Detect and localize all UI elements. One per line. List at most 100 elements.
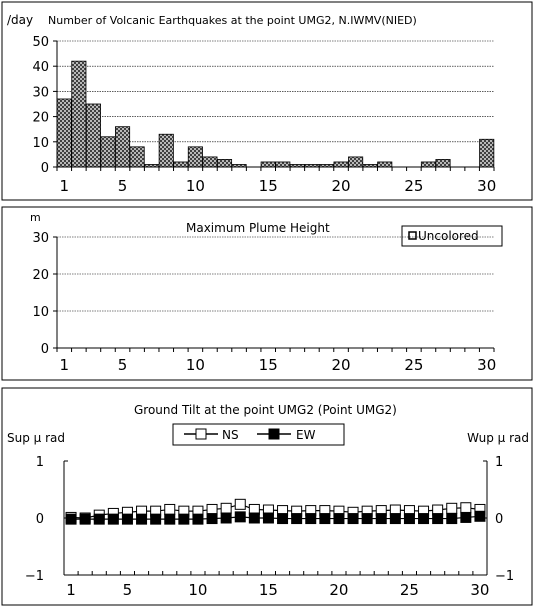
point-ew xyxy=(79,513,91,525)
bar xyxy=(435,159,451,168)
y-tick-label-left: −1 xyxy=(25,569,44,584)
bar xyxy=(377,161,393,168)
y-tick-label: 20 xyxy=(32,111,49,126)
legend-box xyxy=(401,225,503,247)
point-ew xyxy=(136,513,148,525)
point-ns xyxy=(446,502,458,514)
x-tick-label: 30 xyxy=(470,581,489,599)
axes-group: −1 −10 01 11 5 10 15 20 25 30 xyxy=(25,455,514,599)
y-tick-label: 30 xyxy=(32,231,49,246)
point-ew xyxy=(65,513,77,525)
y-tick-label: 10 xyxy=(32,305,49,320)
point-ew xyxy=(150,513,162,525)
y-tick-label: 20 xyxy=(32,268,49,283)
point-ns xyxy=(206,503,218,515)
point-ew xyxy=(220,512,232,524)
chart-title: Number of Volcanic Earthquakes at the po… xyxy=(48,14,417,27)
point-ns xyxy=(220,502,232,514)
bar xyxy=(260,161,276,168)
bar xyxy=(348,156,364,168)
point-ew xyxy=(375,513,387,525)
x-tick-label: 20 xyxy=(329,581,348,599)
point-ns xyxy=(460,502,472,514)
chart-title: Ground Tilt at the point UMG2 (Point UMG… xyxy=(134,403,397,417)
y-tick-label: 40 xyxy=(32,60,49,75)
point-ew xyxy=(277,513,289,525)
point-ew xyxy=(206,513,218,525)
x-tick-label: 5 xyxy=(123,581,133,599)
y-tick-label-left: 1 xyxy=(36,455,44,470)
y-tick-label-right: −1 xyxy=(495,569,514,584)
tilt-chart-panel: Ground Tilt at the point UMG2 (Point UMG… xyxy=(1,387,533,606)
point-ew xyxy=(178,513,190,525)
point-ew xyxy=(164,513,176,525)
x-tick-label: 1 xyxy=(60,177,70,195)
bar xyxy=(187,146,203,168)
x-tick-label: 10 xyxy=(186,356,205,374)
bar xyxy=(85,103,101,168)
y-tick-label: 30 xyxy=(32,85,49,100)
bar xyxy=(158,133,174,168)
x-tick-label: 25 xyxy=(404,356,423,374)
y-tick-label: 10 xyxy=(32,136,49,151)
point-ew xyxy=(319,513,331,525)
x-tick-label: 30 xyxy=(477,356,496,374)
x-tick-label: 10 xyxy=(188,581,207,599)
point-ew xyxy=(262,512,274,524)
x-tick-label: 1 xyxy=(66,581,76,599)
point-ew xyxy=(121,513,133,525)
x-tick-label: 10 xyxy=(186,177,205,195)
y-tick-label-right: 0 xyxy=(495,512,503,527)
legend: Uncolored xyxy=(401,225,503,247)
point-ew xyxy=(333,513,345,525)
point-ew xyxy=(248,512,260,524)
legend-marker-uncolored xyxy=(408,231,417,240)
point-ew xyxy=(347,513,359,525)
series-group xyxy=(65,498,486,525)
x-tick-label: 1 xyxy=(60,356,70,374)
x-tick-label: 15 xyxy=(259,177,278,195)
plume-chart-panel: m Maximum Plume Height Uncolored 0 10 20 30… xyxy=(1,206,533,381)
bar xyxy=(202,156,218,168)
point-ew xyxy=(460,511,472,523)
x-tick-label: 30 xyxy=(477,177,496,195)
y-tick-label: 0 xyxy=(41,342,49,357)
y-unit-label: m xyxy=(30,211,41,224)
point-ew xyxy=(305,513,317,525)
legend-label-ew: EW xyxy=(296,428,316,442)
y-tick-label: 50 xyxy=(32,35,49,50)
legend: NS EW xyxy=(172,423,345,446)
x-tick-label: 25 xyxy=(400,581,419,599)
bar xyxy=(56,98,72,168)
point-ew xyxy=(291,513,303,525)
y-tick-label-left: 0 xyxy=(36,512,44,527)
bar xyxy=(173,161,189,168)
bar xyxy=(115,126,131,168)
legend-label-ns: NS xyxy=(222,428,239,442)
bar xyxy=(100,136,116,168)
bar xyxy=(479,138,495,168)
point-ns xyxy=(234,498,246,510)
y-tick-label-right: 1 xyxy=(495,455,503,470)
bar xyxy=(420,161,436,168)
x-tick-label: 15 xyxy=(259,356,278,374)
legend-marker-ns xyxy=(195,428,207,440)
legend-label: Uncolored xyxy=(418,229,479,243)
point-ew xyxy=(446,513,458,525)
x-tick-label: 20 xyxy=(332,356,351,374)
panel-border xyxy=(1,387,533,606)
point-ns xyxy=(164,503,176,515)
grid-lines xyxy=(57,236,494,312)
point-ew xyxy=(192,513,204,525)
x-tick-label: 5 xyxy=(118,356,128,374)
bar xyxy=(71,60,87,168)
y-right-unit-label: Wup μ rad xyxy=(467,431,529,445)
point-ew xyxy=(389,513,401,525)
bar xyxy=(275,161,291,168)
bar xyxy=(216,159,233,168)
point-ew xyxy=(418,513,430,525)
point-ew xyxy=(361,513,373,525)
x-tick-label: 5 xyxy=(118,177,128,195)
